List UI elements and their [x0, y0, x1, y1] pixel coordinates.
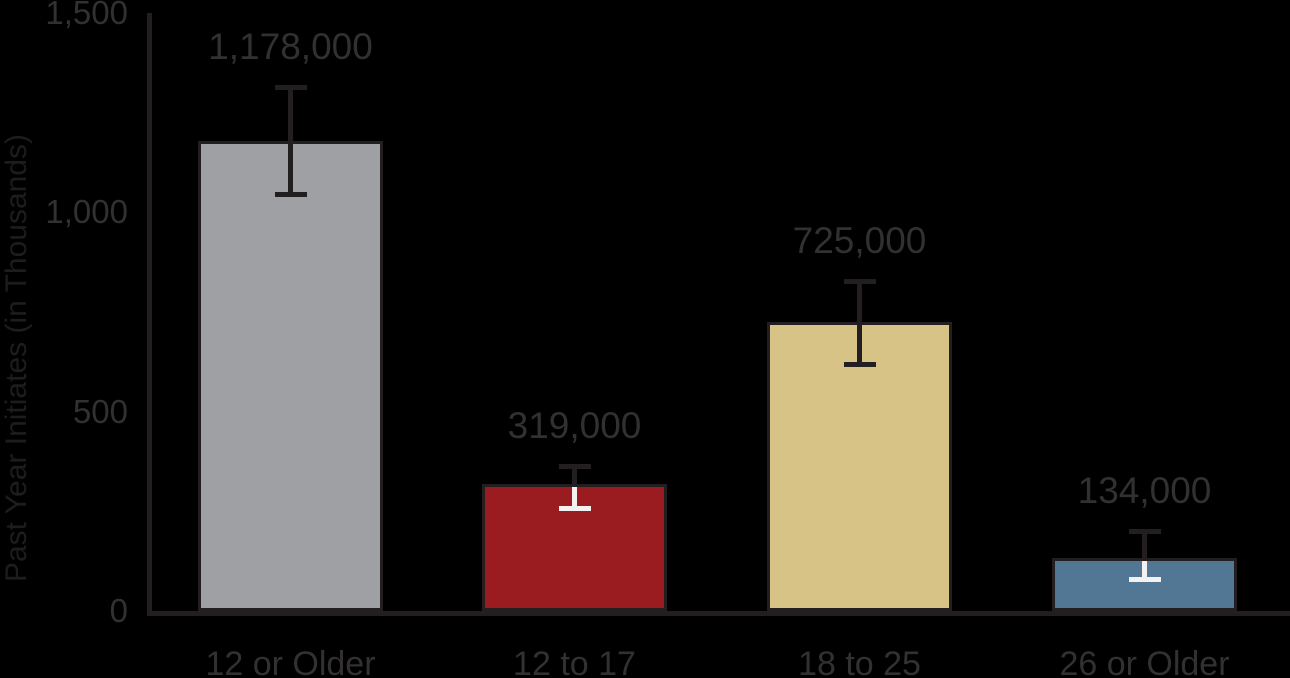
error-bar-line-upper — [1142, 531, 1147, 561]
bar-value-label: 1,178,000 — [208, 26, 373, 67]
error-bar-bottom-cap — [1128, 577, 1161, 582]
error-bar-bottom-cap — [274, 192, 307, 197]
bar-value-label: 725,000 — [792, 220, 927, 261]
error-bar-line-lower — [1142, 561, 1147, 582]
y-axis-line — [147, 13, 152, 616]
bar-value-label: 134,000 — [1077, 470, 1212, 511]
y-tick-label: 1,000 — [45, 193, 128, 231]
x-category-label: 26 or Older — [1059, 645, 1230, 678]
error-bar-line-upper — [288, 87, 293, 144]
error-bar-bottom-cap — [843, 362, 876, 367]
bar — [767, 322, 952, 611]
error-bar-line-upper — [857, 281, 862, 325]
bar-value-label: 319,000 — [507, 405, 642, 446]
error-bar-line-upper — [572, 466, 577, 487]
error-bar-line-lower — [288, 144, 293, 197]
y-tick-label: 1,500 — [45, 0, 128, 31]
y-tick-label: 0 — [109, 592, 128, 629]
error-bar-bottom-cap — [558, 506, 591, 511]
x-category-label: 12 or Older — [205, 645, 376, 678]
x-category-label: 18 to 25 — [798, 645, 921, 678]
error-bar-line-lower — [857, 325, 862, 367]
error-bar-line-lower — [572, 487, 577, 511]
x-axis-line — [147, 611, 1290, 616]
x-category-label: 12 to 17 — [513, 645, 636, 678]
bar — [198, 141, 383, 611]
y-tick-label: 500 — [72, 392, 128, 430]
